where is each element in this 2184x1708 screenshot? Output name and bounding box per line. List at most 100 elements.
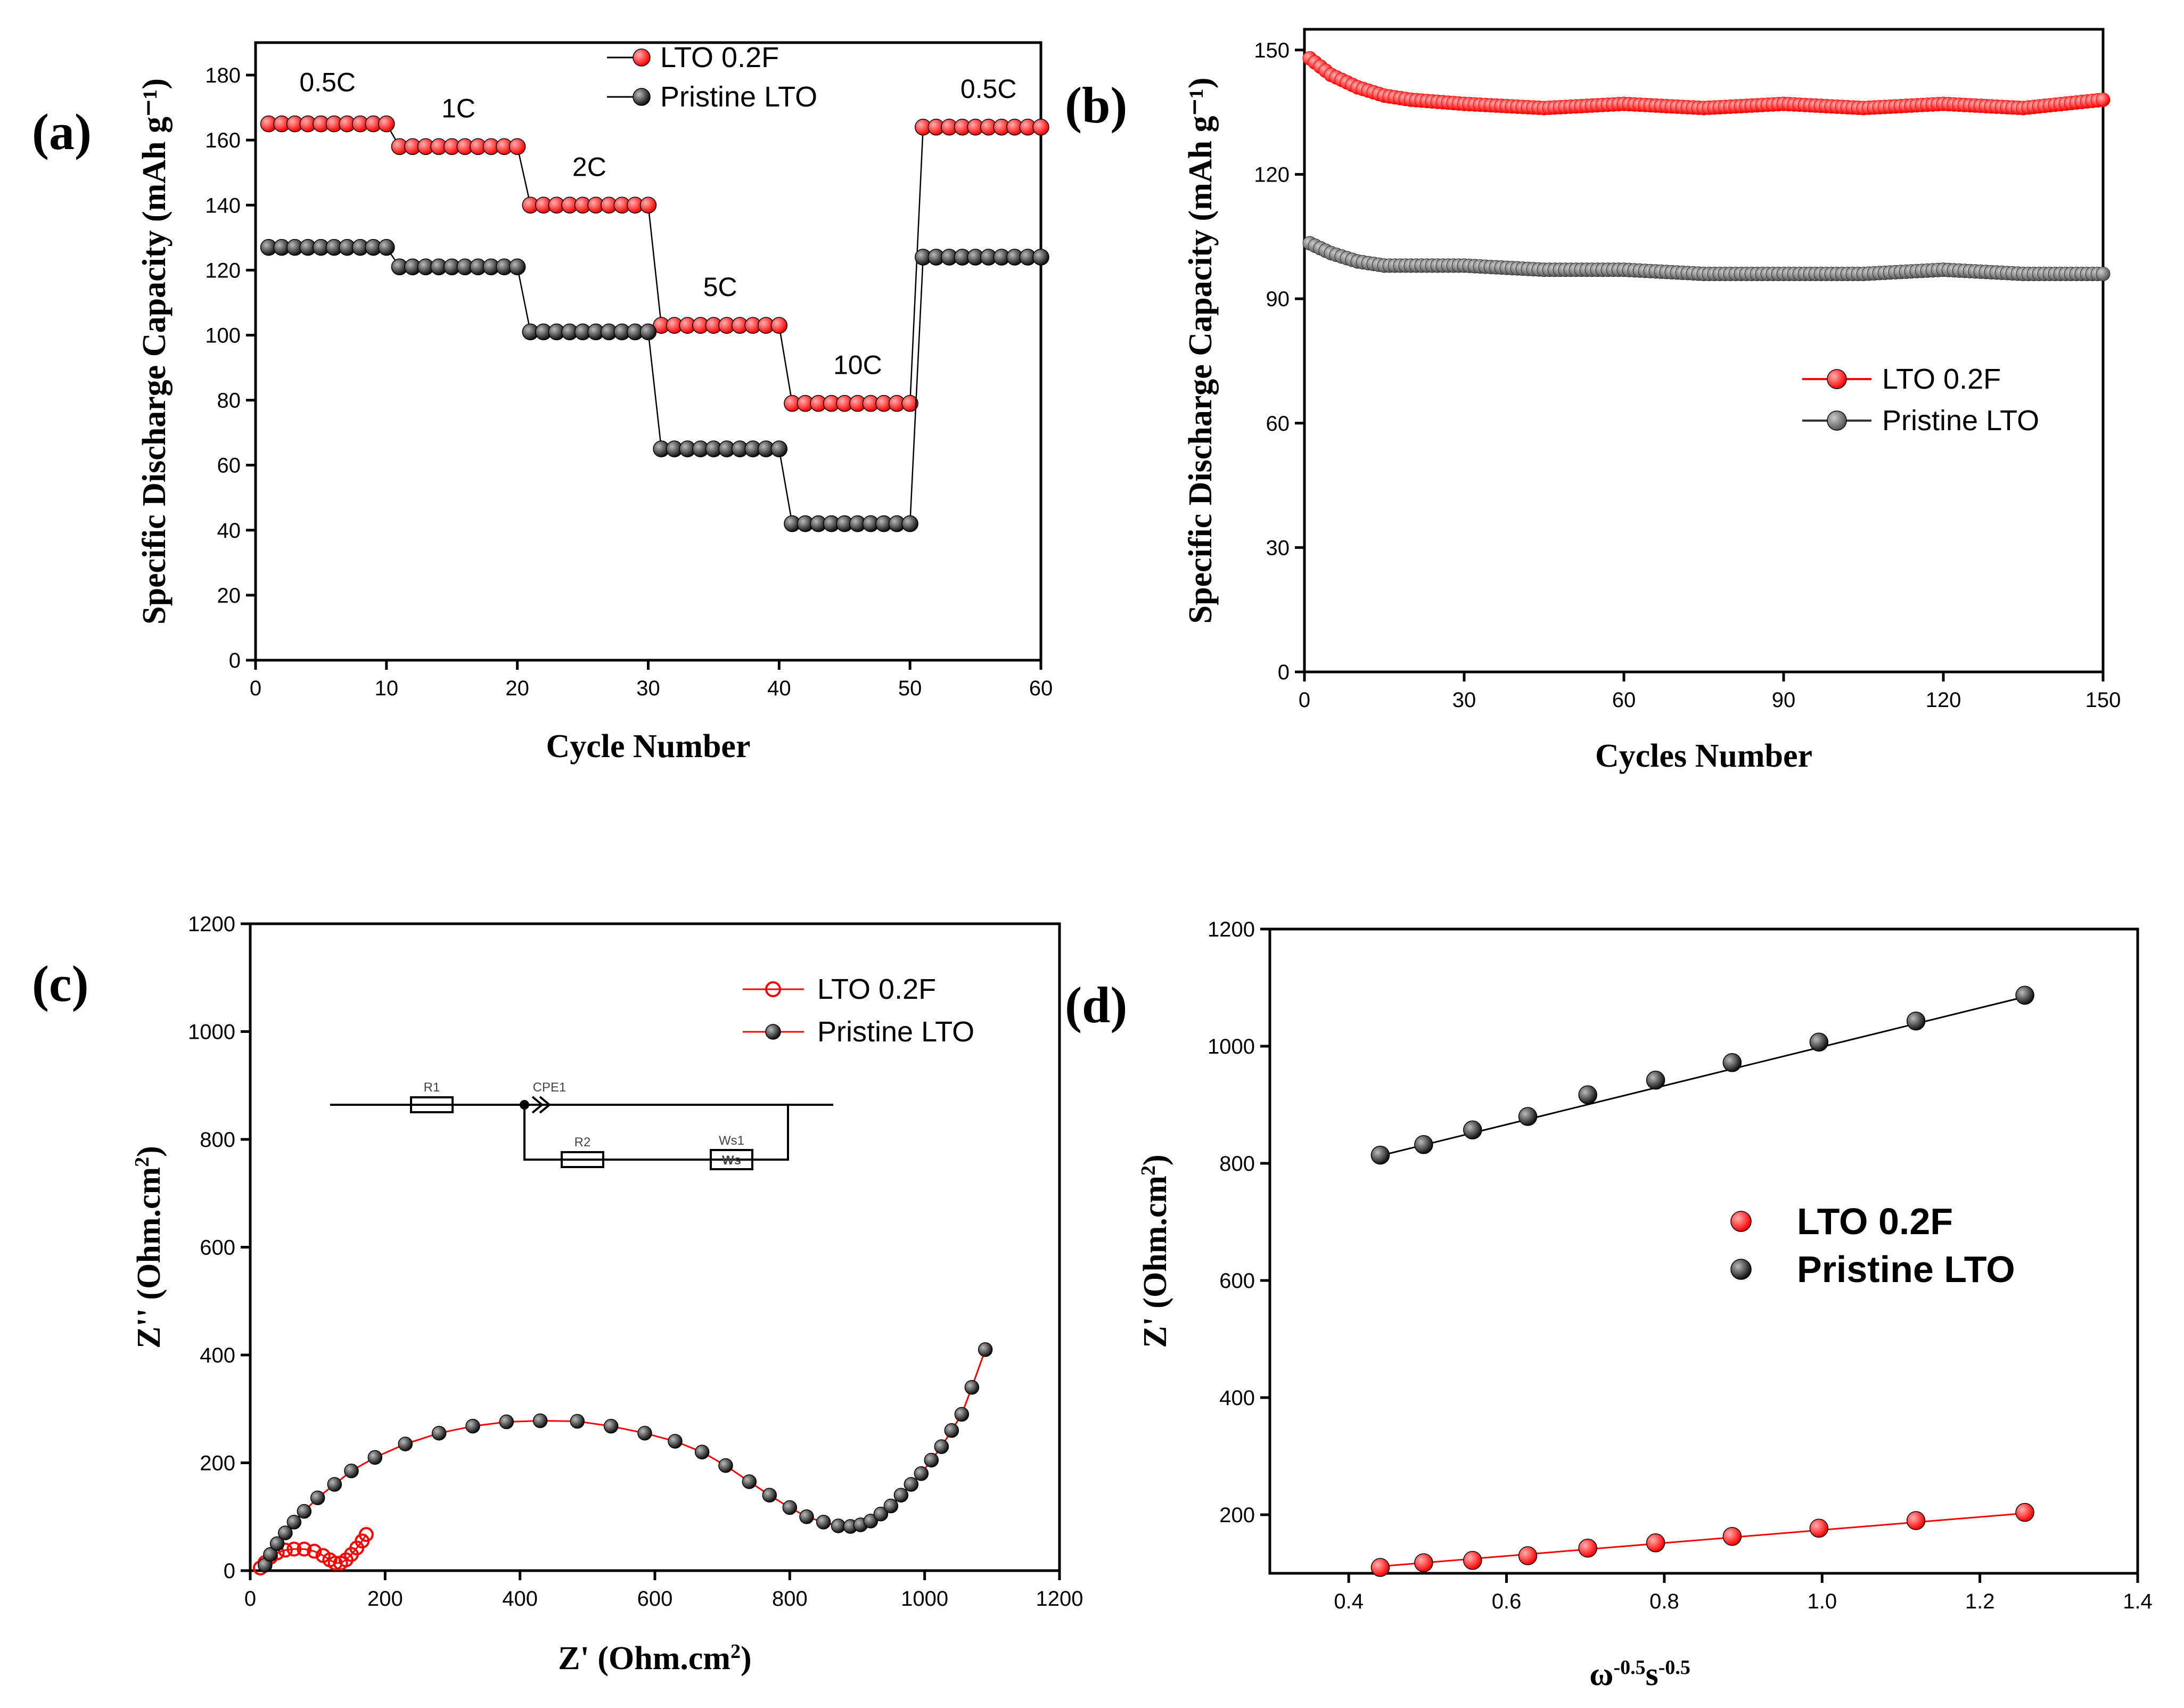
y-tick-label: 40 bbox=[217, 519, 241, 543]
x-tick-label: 0.4 bbox=[1334, 1590, 1364, 1613]
plot-frame bbox=[1268, 927, 2139, 1575]
y-axis-label: Specific Discharge Capacity (mAh g⁻¹) bbox=[136, 78, 173, 625]
data-point-lto-0.2f bbox=[901, 395, 918, 412]
data-point-pristine-lto bbox=[1906, 1011, 1926, 1031]
panel-label: (a) bbox=[32, 103, 92, 160]
data-point-lto-0.2f bbox=[2015, 1502, 2034, 1522]
data-point-pristine-lto bbox=[297, 1504, 312, 1519]
x-tick-label: 0 bbox=[250, 677, 261, 700]
data-point-pristine-lto bbox=[893, 1488, 909, 1502]
data-point-pristine-lto bbox=[508, 258, 526, 276]
data-point-pristine-lto bbox=[782, 1500, 798, 1515]
data-point-lto-0.2f bbox=[358, 1527, 374, 1542]
circuit-label: R1 bbox=[424, 1080, 440, 1095]
x-tick-label: 60 bbox=[1612, 688, 1636, 712]
data-point-lto-0.2f bbox=[378, 115, 395, 133]
x-tick-label: 30 bbox=[636, 677, 660, 700]
panel-label: (c) bbox=[32, 955, 89, 1012]
data-point-lto-0.2f bbox=[2096, 92, 2111, 107]
data-point-pristine-lto bbox=[263, 1547, 278, 1562]
legend-pristine-lto: Pristine LTO bbox=[1882, 405, 2039, 437]
data-point-lto-0.2f bbox=[1722, 1526, 1742, 1546]
data-point-pristine-lto bbox=[762, 1488, 777, 1502]
x-tick-label: 10 bbox=[375, 677, 399, 700]
circuit-label: CPE1 bbox=[533, 1080, 566, 1095]
x-tick-label: 0 bbox=[244, 1587, 256, 1611]
data-point-pristine-lto bbox=[1646, 1071, 1665, 1090]
legend-marker bbox=[633, 48, 651, 67]
data-point-pristine-lto bbox=[532, 1413, 548, 1428]
data-point-pristine-lto bbox=[310, 1490, 325, 1506]
data-point-pristine-lto bbox=[883, 1498, 899, 1514]
rate-label: 1C bbox=[441, 93, 475, 123]
x-tick-label: 1000 bbox=[901, 1587, 948, 1611]
legend-lto-0.2f: LTO 0.2F bbox=[1797, 1201, 1953, 1242]
chart-b: 0 30 60 90 120 150 0 30 60 90 120 150 (b) Cycles Numb… bbox=[1065, 28, 2121, 774]
circuit-cpe1 bbox=[531, 1096, 552, 1114]
x-axis-label: Cycles Number bbox=[1595, 738, 1812, 774]
data-point-pristine-lto bbox=[465, 1418, 480, 1434]
legend-pristine-lto: Pristine LTO bbox=[660, 81, 817, 113]
x-tick-label: 1200 bbox=[1036, 1587, 1083, 1611]
circuit-label: Ws bbox=[722, 1153, 741, 1168]
x-tick-label: 1.0 bbox=[1807, 1590, 1837, 1613]
y-tick-label: 90 bbox=[1266, 288, 1290, 311]
data-point-pristine-lto bbox=[1809, 1032, 1829, 1052]
x-tick-label: 1.2 bbox=[1965, 1590, 1995, 1613]
x-axis-label: Z' (Ohm.cm2) bbox=[558, 1640, 751, 1677]
y-tick-label: 140 bbox=[205, 194, 241, 217]
y-tick-label: 200 bbox=[1219, 1504, 1255, 1527]
x-tick-label: 0 bbox=[1299, 688, 1310, 712]
data-point-pristine-lto bbox=[873, 1506, 889, 1522]
legend-marker bbox=[633, 88, 651, 106]
data-point-pristine-lto bbox=[694, 1444, 710, 1459]
plot-frame bbox=[1303, 28, 2105, 674]
y-tick-label: 60 bbox=[1266, 412, 1290, 436]
circuit-r2 bbox=[561, 1151, 604, 1168]
y-axis-label: Z' (Ohm.cm2) bbox=[1137, 1154, 1173, 1348]
data-point-lto-0.2f bbox=[1032, 118, 1049, 136]
chart-d: 0.4 0.6 0.8 1.0 1.2 1.4 200 400 600 800 1000 1200 (d… bbox=[1065, 918, 2153, 1693]
y-tick-label: 800 bbox=[1219, 1152, 1255, 1176]
y-tick-label: 30 bbox=[1266, 536, 1290, 560]
rate-label: 10C bbox=[833, 350, 882, 380]
panel-label: (d) bbox=[1065, 976, 1127, 1033]
data-point-lto-0.2f bbox=[1809, 1518, 1829, 1538]
data-point-lto-0.2f bbox=[1578, 1538, 1597, 1558]
data-point-pristine-lto bbox=[924, 1452, 939, 1468]
x-tick-label: 0.8 bbox=[1649, 1590, 1679, 1613]
legend-lto-0.2f: LTO 0.2F bbox=[660, 42, 779, 73]
data-point-pristine-lto bbox=[863, 1514, 878, 1529]
data-point-pristine-lto bbox=[603, 1418, 619, 1434]
data-point-pristine-lto bbox=[269, 1536, 285, 1551]
data-point-pristine-lto bbox=[668, 1434, 683, 1449]
data-point-pristine-lto bbox=[570, 1414, 585, 1429]
x-tick-label: 800 bbox=[772, 1587, 808, 1611]
data-point-pristine-lto bbox=[431, 1426, 447, 1441]
data-point-pristine-lto bbox=[1578, 1085, 1597, 1105]
data-point-pristine-lto bbox=[770, 440, 788, 457]
rate-label: 0.5C bbox=[960, 74, 1017, 104]
x-tick-label: 0.6 bbox=[1492, 1590, 1522, 1613]
y-tick-label: 1200 bbox=[188, 913, 235, 936]
data-point-lto-0.2f bbox=[1370, 1558, 1390, 1577]
equivalent-circuit: R1 CPE1 R2 Ws1 Ws bbox=[330, 1080, 833, 1170]
data-point-pristine-lto bbox=[398, 1436, 413, 1451]
data-point-pristine-lto bbox=[1463, 1120, 1482, 1140]
y-tick-label: 800 bbox=[200, 1128, 235, 1152]
x-tick-label: 600 bbox=[637, 1587, 673, 1611]
data-point-pristine-lto bbox=[327, 1477, 342, 1492]
x-tick-label: 200 bbox=[367, 1587, 403, 1611]
panel-label: (b) bbox=[1065, 77, 1127, 134]
rate-label: 2C bbox=[572, 152, 606, 182]
data-point-pristine-lto bbox=[378, 239, 395, 256]
data-point-pristine-lto bbox=[964, 1380, 980, 1395]
circuit-r1 bbox=[410, 1096, 454, 1113]
data-point-pristine-lto bbox=[2015, 986, 2034, 1005]
y-tick-label: 20 bbox=[217, 584, 241, 607]
legend-marker bbox=[1827, 369, 1847, 389]
x-tick-label: 60 bbox=[1029, 677, 1053, 700]
circuit-wire bbox=[523, 1105, 789, 1161]
data-point-lto-0.2f bbox=[639, 196, 657, 214]
legend-pristine-lto: Pristine LTO bbox=[1797, 1249, 2015, 1290]
